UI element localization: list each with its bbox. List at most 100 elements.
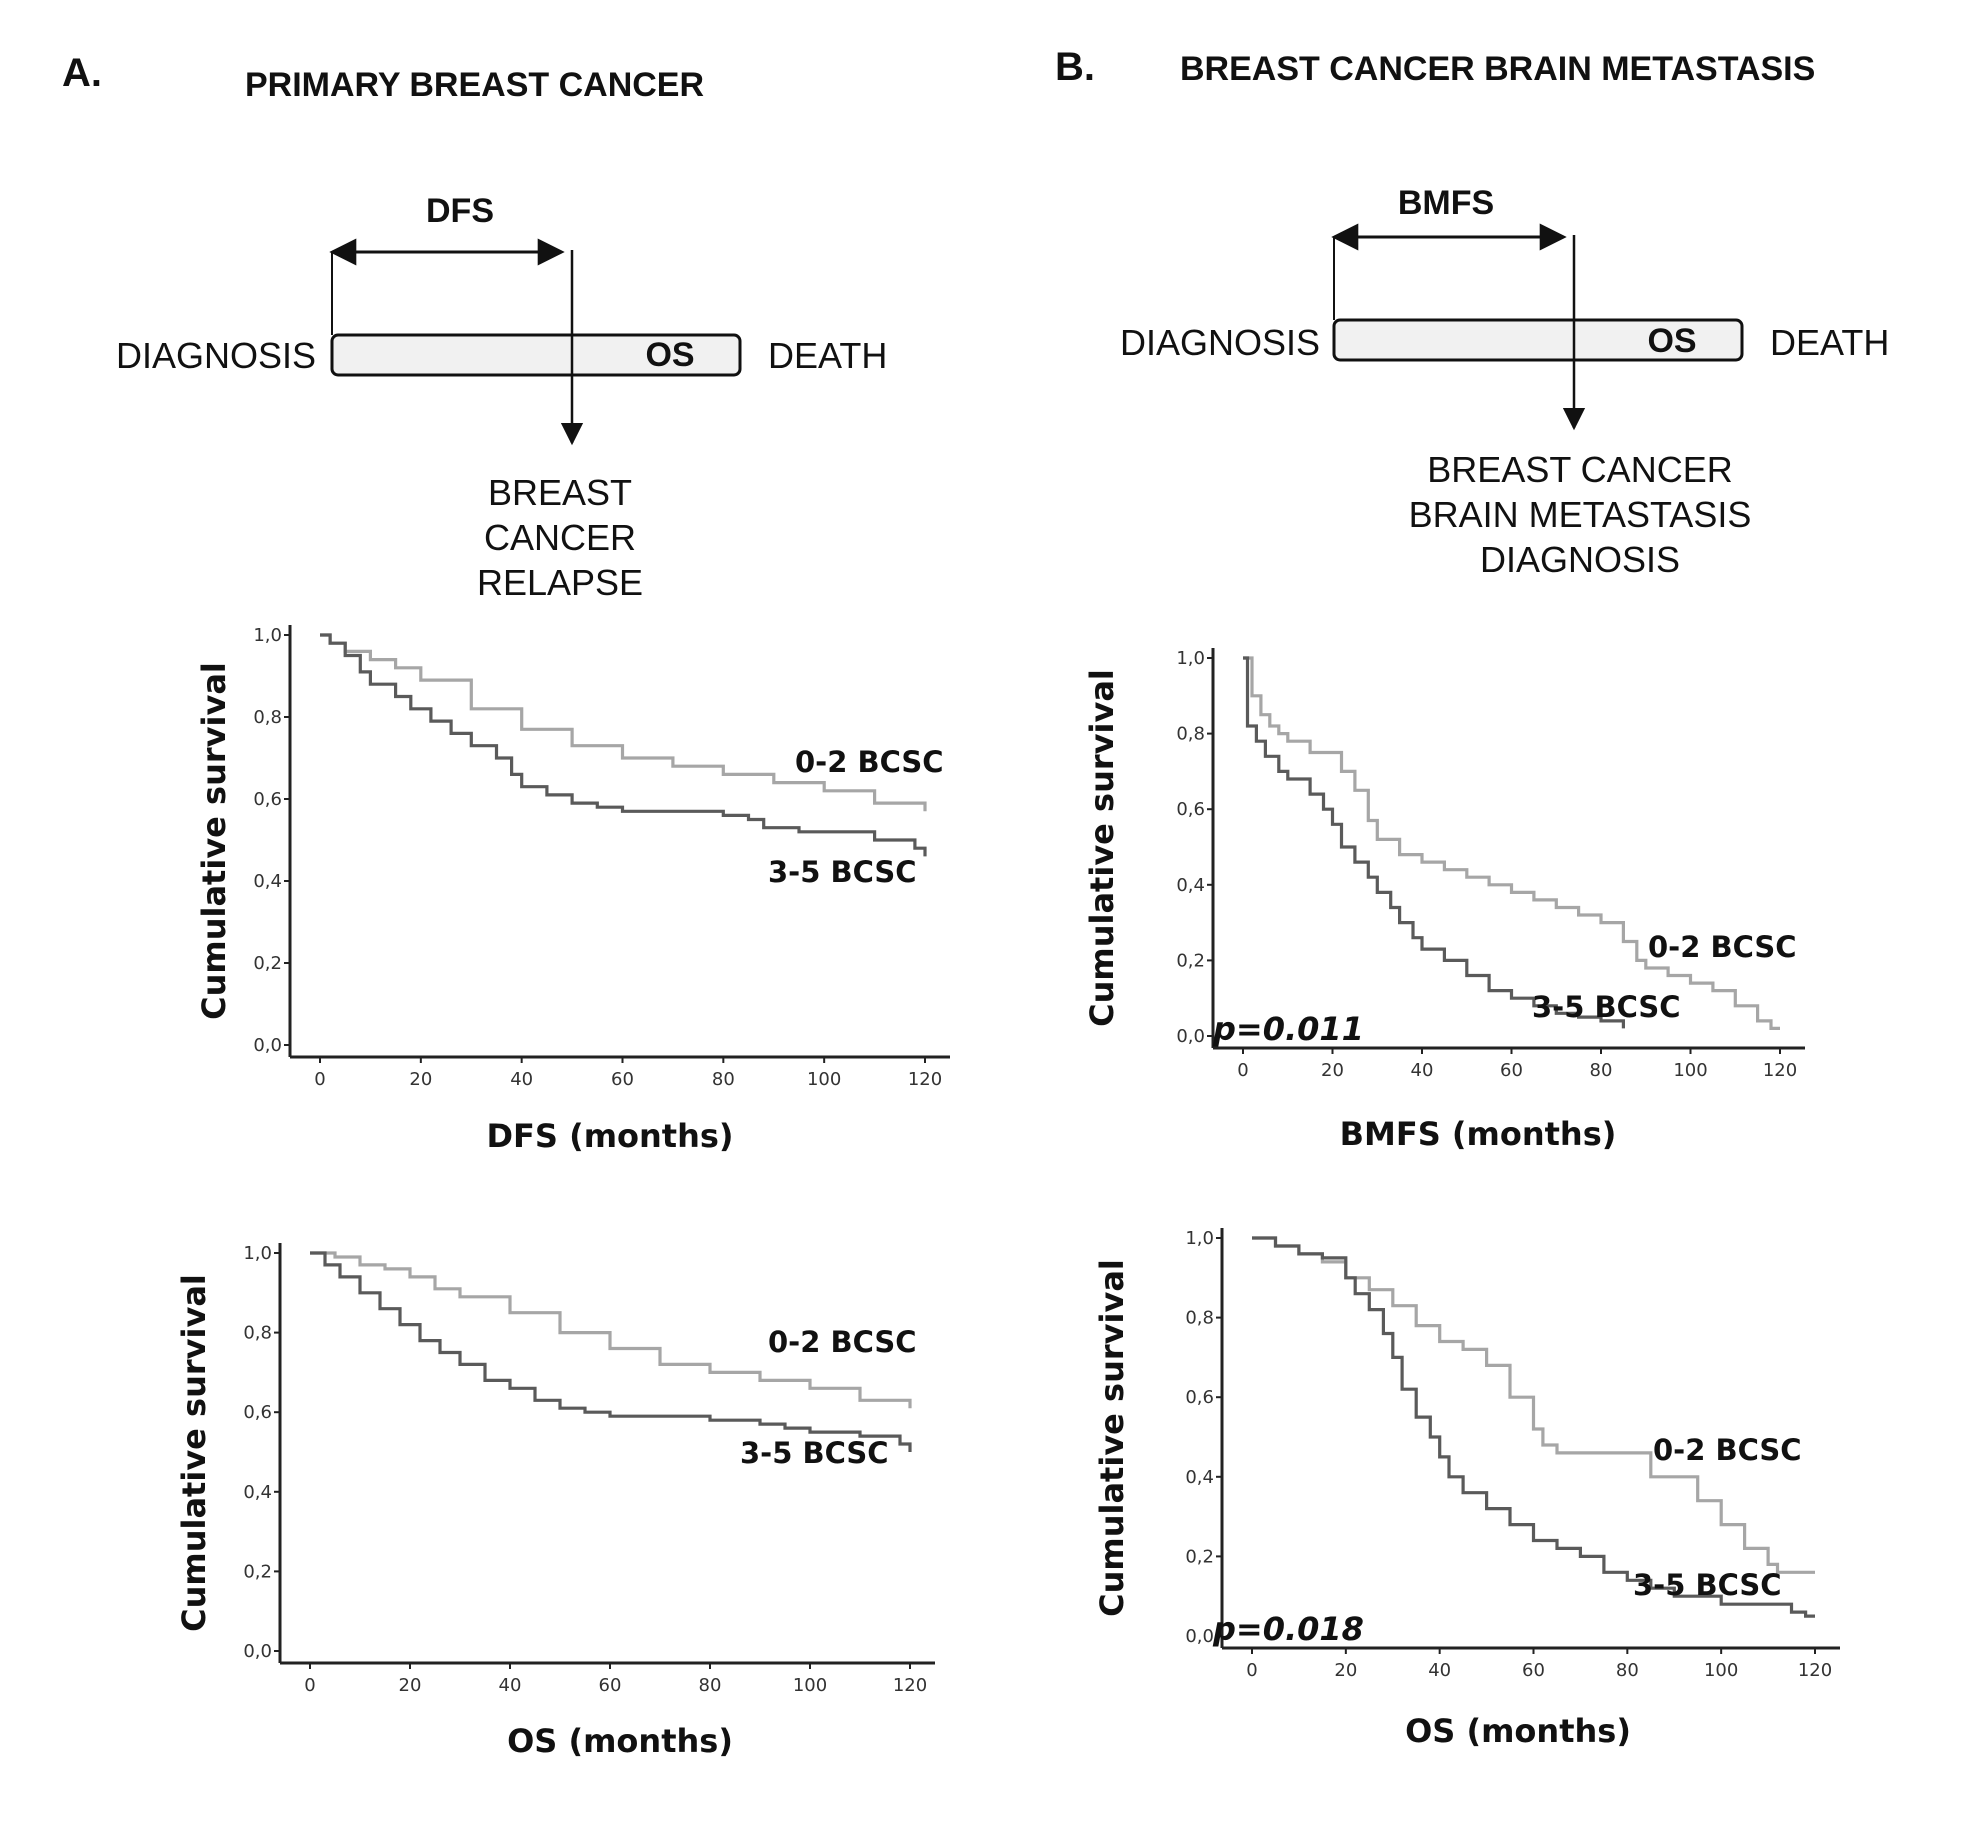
y-tick-label: 0,2 (1185, 1546, 1214, 1567)
x-tick-label: 100 (1673, 1060, 1707, 1081)
y-tick-label: 0,6 (243, 1402, 272, 1423)
p-value-label: p=0.011 (1212, 1010, 1364, 1048)
os-bar-label: OS (645, 336, 694, 374)
x-tick-label: 120 (1798, 1660, 1832, 1681)
y-tick-label: 1,0 (1176, 648, 1205, 669)
y-tick-label: 0,2 (1176, 950, 1205, 971)
series-label-0-2-bcsc: 0-2 BCSC (768, 1325, 917, 1359)
relapse-label-line-1: BREAST (488, 472, 632, 513)
relapse-label-line-2: CANCER (484, 517, 636, 558)
y-axis-title: Cumulative survival (1093, 1259, 1131, 1617)
x-tick-label: 40 (1411, 1060, 1434, 1081)
x-tick-label: 120 (893, 1675, 927, 1696)
x-tick-label: 20 (1321, 1060, 1344, 1081)
y-tick-label: 0,4 (1185, 1467, 1214, 1488)
y-tick-label: 0,4 (253, 871, 282, 892)
panel-a-letter: A. (62, 51, 102, 95)
x-tick-label: 80 (699, 1675, 722, 1696)
os-timeline-bar-b (1332, 318, 1744, 362)
y-tick-label: 0,8 (243, 1323, 272, 1344)
survival-curve-0-2-bcsc (310, 1251, 912, 1409)
diagnosis-label-b: DIAGNOSIS (1120, 322, 1320, 363)
y-tick-label: 0,6 (1185, 1387, 1214, 1408)
chart-bmfs-brain-metastasis: 0,0 0,2 0,4 0,6 0,8 1,0 0 20 40 60 80 100 120 BMFS (m… (1083, 648, 1805, 1153)
x-tick-label: 80 (1616, 1660, 1639, 1681)
y-tick-label: 0,6 (253, 789, 282, 810)
chart-dfs-primary: 0,0 0,2 0,4 0,6 0,8 1,0 0 20 40 60 80 100 120 DFS (mo… (195, 625, 950, 1155)
death-label: DEATH (768, 335, 887, 376)
x-tick-label: 80 (1590, 1060, 1613, 1081)
x-axis-title: DFS (months) (486, 1117, 733, 1155)
x-tick-label: 40 (499, 1675, 522, 1696)
panel-a-schema: DFS OS DIAGNOSIS DEATH BREAST CANCER REL… (116, 192, 887, 603)
x-tick-label: 100 (793, 1675, 827, 1696)
y-tick-label: 0,2 (253, 953, 282, 974)
p-value-label: p=0.018 (1212, 1610, 1364, 1648)
x-tick-label: 80 (712, 1069, 735, 1090)
x-tick-label: 0 (1237, 1060, 1248, 1081)
y-tick-label: 1,0 (1185, 1228, 1214, 1249)
os-timeline-bar (330, 333, 742, 377)
y-tick-label: 1,0 (253, 625, 282, 646)
y-tick-label: 0,0 (1185, 1626, 1214, 1647)
x-axis-title: OS (months) (507, 1722, 733, 1760)
brain-met-label-line-2: BRAIN METASTASIS (1409, 494, 1752, 535)
survival-curve-0-2-bcsc (1252, 1236, 1815, 1574)
x-tick-label: 120 (908, 1069, 942, 1090)
x-tick-label: 100 (807, 1069, 841, 1090)
y-tick-label: 0,0 (253, 1035, 282, 1056)
x-axis-title: BMFS (months) (1340, 1115, 1617, 1153)
survival-curve-3-5-bcsc (1243, 656, 1625, 1029)
series-label-3-5-bcsc: 3-5 BCSC (1633, 1568, 1782, 1602)
x-axis-title: OS (months) (1405, 1712, 1631, 1750)
x-tick-label: 60 (1522, 1660, 1545, 1681)
series-label-3-5-bcsc: 3-5 BCSC (1532, 990, 1681, 1024)
death-label-b: DEATH (1770, 322, 1889, 363)
series-label-3-5-bcsc: 3-5 BCSC (740, 1436, 889, 1470)
survival-curve-0-2-bcsc (1243, 656, 1780, 1030)
x-tick-label: 20 (1334, 1660, 1357, 1681)
panel-b-letter: B. (1055, 45, 1095, 89)
x-tick-label: 0 (1246, 1660, 1257, 1681)
y-tick-label: 0,8 (253, 707, 282, 728)
y-tick-label: 0,8 (1176, 724, 1205, 745)
series-label-0-2-bcsc: 0-2 BCSC (1648, 930, 1797, 964)
y-tick-label: 0,4 (1176, 875, 1205, 896)
x-tick-label: 60 (599, 1675, 622, 1696)
chart-os-brain-metastasis: 0,0 0,2 0,4 0,6 0,8 1,0 0 20 40 60 80 100 120 OS (mon… (1093, 1228, 1840, 1750)
y-axis-title: Cumulative survival (175, 1274, 213, 1632)
x-tick-label: 0 (314, 1069, 325, 1090)
y-tick-label: 0,8 (1185, 1308, 1214, 1329)
x-tick-label: 0 (304, 1675, 315, 1696)
y-tick-label: 0,4 (243, 1482, 272, 1503)
series-label-0-2-bcsc: 0-2 BCSC (795, 745, 944, 779)
brain-met-label-line-3: DIAGNOSIS (1480, 539, 1680, 580)
survival-curve-3-5-bcsc (310, 1251, 912, 1452)
chart-os-primary: 0,0 0,2 0,4 0,6 0,8 1,0 0 20 40 60 80 100 120 OS (mon… (175, 1243, 935, 1760)
brain-met-label-line-1: BREAST CANCER (1427, 449, 1732, 490)
y-tick-label: 0,0 (1176, 1026, 1205, 1047)
survival-curve-0-2-bcsc (320, 633, 927, 812)
y-tick-label: 0,6 (1176, 799, 1205, 820)
y-axis-title: Cumulative survival (195, 662, 233, 1020)
x-tick-label: 60 (1500, 1060, 1523, 1081)
x-tick-label: 20 (399, 1675, 422, 1696)
x-tick-label: 40 (510, 1069, 533, 1090)
x-tick-label: 60 (611, 1069, 634, 1090)
bmfs-interval-label: BMFS (1398, 184, 1494, 222)
panel-b-title: BREAST CANCER BRAIN METASTASIS (1180, 50, 1815, 88)
y-axis-title: Cumulative survival (1083, 669, 1121, 1027)
y-tick-label: 0,2 (243, 1561, 272, 1582)
y-tick-label: 1,0 (243, 1243, 272, 1264)
survival-curve-3-5-bcsc (1252, 1236, 1815, 1618)
series-label-3-5-bcsc: 3-5 BCSC (768, 855, 917, 889)
x-tick-label: 20 (409, 1069, 432, 1090)
diagnosis-label: DIAGNOSIS (116, 335, 316, 376)
survival-curve-3-5-bcsc (320, 633, 927, 857)
panel-a-title: PRIMARY BREAST CANCER (245, 66, 704, 104)
os-bar-label-b: OS (1647, 322, 1696, 360)
x-tick-label: 100 (1704, 1660, 1738, 1681)
y-tick-label: 0,0 (243, 1641, 272, 1662)
dfs-interval-label: DFS (426, 192, 494, 230)
